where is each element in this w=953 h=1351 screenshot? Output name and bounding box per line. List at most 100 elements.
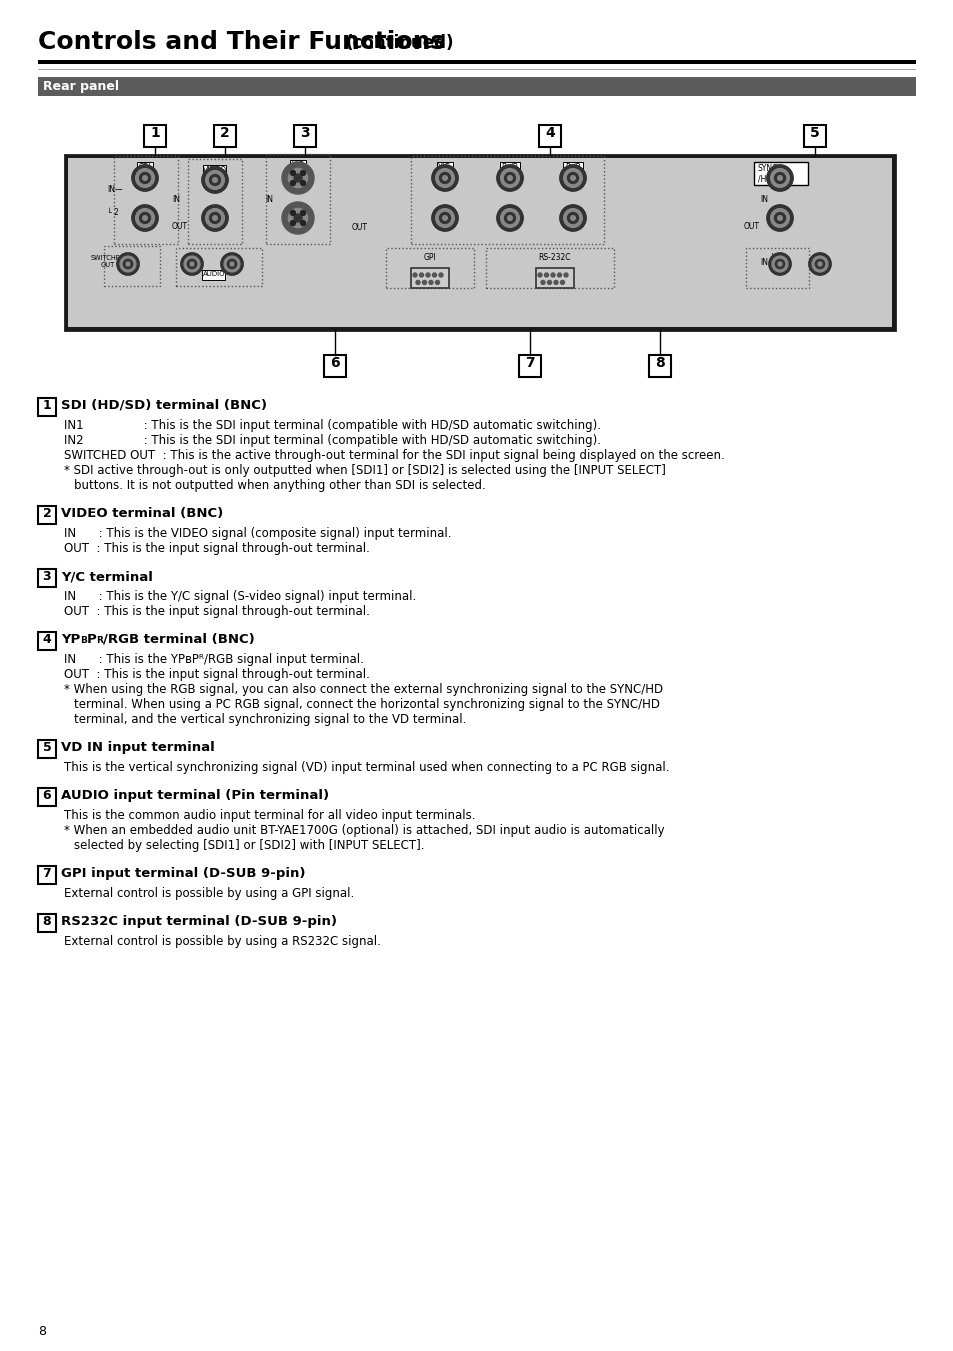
Circle shape [507, 216, 512, 220]
Circle shape [770, 169, 788, 188]
Circle shape [300, 220, 305, 226]
Circle shape [563, 273, 567, 277]
Bar [175, 249, 262, 286]
Circle shape [777, 216, 781, 220]
Text: 3: 3 [43, 570, 51, 584]
Circle shape [778, 262, 781, 266]
Text: IN: IN [265, 195, 273, 204]
Text: IN: IN [172, 195, 180, 204]
Bar [386, 249, 474, 288]
Bar [38, 740, 56, 758]
Circle shape [766, 165, 792, 190]
Circle shape [436, 208, 454, 227]
Circle shape [213, 178, 217, 182]
Circle shape [300, 181, 305, 185]
Text: 1: 1 [150, 126, 160, 141]
Circle shape [135, 208, 154, 227]
Circle shape [416, 281, 419, 285]
Bar [38, 915, 56, 932]
Bar [563, 162, 582, 172]
Circle shape [230, 262, 233, 266]
Circle shape [563, 208, 581, 227]
Text: OUT  : This is the input signal through-out terminal.: OUT : This is the input signal through-o… [64, 667, 370, 681]
Text: terminal. When using a PC RGB signal, connect the horizontal synchronizing signa: terminal. When using a PC RGB signal, co… [74, 698, 659, 711]
Bar [411, 155, 603, 245]
Text: 7: 7 [43, 867, 51, 880]
Circle shape [436, 169, 454, 188]
Bar [38, 866, 56, 884]
Circle shape [544, 273, 548, 277]
Circle shape [774, 173, 784, 184]
Circle shape [775, 259, 783, 269]
Circle shape [294, 174, 302, 182]
Circle shape [429, 281, 433, 285]
Text: External control is possible by using a RS232C signal.: External control is possible by using a … [64, 935, 380, 948]
Bar [38, 632, 56, 650]
Bar [294, 126, 315, 147]
Text: L: L [226, 255, 230, 263]
Text: * When an embedded audio unit BT-YAE1700G (optional) is attached, SDI input audi: * When an embedded audio unit BT-YAE1700… [64, 824, 664, 838]
Text: Y/C terminal: Y/C terminal [61, 570, 152, 584]
Text: VD: VD [772, 253, 782, 262]
Circle shape [811, 257, 827, 272]
Circle shape [213, 216, 217, 220]
Text: YP: YP [61, 634, 80, 646]
Circle shape [504, 212, 515, 223]
Circle shape [294, 213, 302, 222]
Circle shape [190, 262, 193, 266]
Bar [753, 162, 807, 185]
Text: 5: 5 [43, 740, 51, 754]
Circle shape [559, 165, 585, 190]
Circle shape [504, 173, 515, 184]
Text: /RGB terminal (BNC): /RGB terminal (BNC) [103, 634, 254, 646]
Text: External control is possible by using a GPI signal.: External control is possible by using a … [64, 888, 354, 900]
Text: 8: 8 [43, 915, 51, 928]
Text: Rear panel: Rear panel [43, 80, 119, 93]
Circle shape [432, 165, 457, 190]
Text: Pʙ/B: Pʙ/B [501, 163, 517, 172]
Circle shape [184, 257, 200, 272]
Circle shape [206, 170, 224, 189]
Text: Controls and Their Functions: Controls and Their Functions [38, 30, 445, 54]
Text: IN: IN [760, 258, 767, 267]
Circle shape [777, 176, 781, 180]
Text: AUDIO: AUDIO [203, 272, 225, 277]
Text: R: R [185, 255, 191, 263]
Text: SDI (HD/SD) terminal (BNC): SDI (HD/SD) terminal (BNC) [61, 399, 267, 412]
Bar [38, 59, 915, 63]
Circle shape [210, 174, 220, 185]
Circle shape [442, 216, 447, 220]
Circle shape [560, 281, 564, 285]
Bar [411, 267, 449, 288]
Bar [203, 165, 226, 176]
Bar [65, 155, 894, 330]
Circle shape [300, 211, 305, 215]
Circle shape [439, 173, 450, 184]
Circle shape [282, 162, 314, 195]
Circle shape [132, 165, 158, 190]
Text: AUDIO input terminal (Pin terminal): AUDIO input terminal (Pin terminal) [61, 789, 329, 802]
Bar [266, 154, 330, 245]
Text: 6: 6 [43, 789, 51, 802]
Circle shape [123, 259, 132, 269]
Text: OUT: OUT [743, 222, 760, 231]
Circle shape [500, 208, 518, 227]
Circle shape [432, 273, 436, 277]
Text: VIDEO terminal (BNC): VIDEO terminal (BNC) [61, 507, 223, 520]
Circle shape [419, 273, 423, 277]
Text: GPI: GPI [423, 253, 436, 262]
Bar [518, 355, 540, 377]
Text: 2: 2 [43, 507, 51, 520]
Text: IN      : This is the VIDEO signal (composite signal) input terminal.: IN : This is the VIDEO signal (composite… [64, 527, 451, 540]
Circle shape [143, 216, 147, 220]
Circle shape [120, 257, 135, 272]
Text: SDI: SDI [138, 163, 152, 172]
Circle shape [551, 273, 555, 277]
Bar [38, 788, 56, 807]
Circle shape [290, 181, 295, 185]
Circle shape [224, 257, 239, 272]
Text: * When using the RGB signal, you can also connect the external synchronizing sig: * When using the RGB signal, you can als… [64, 684, 662, 696]
Circle shape [290, 211, 295, 215]
Bar [144, 126, 166, 147]
Text: OUT: OUT [352, 223, 368, 232]
